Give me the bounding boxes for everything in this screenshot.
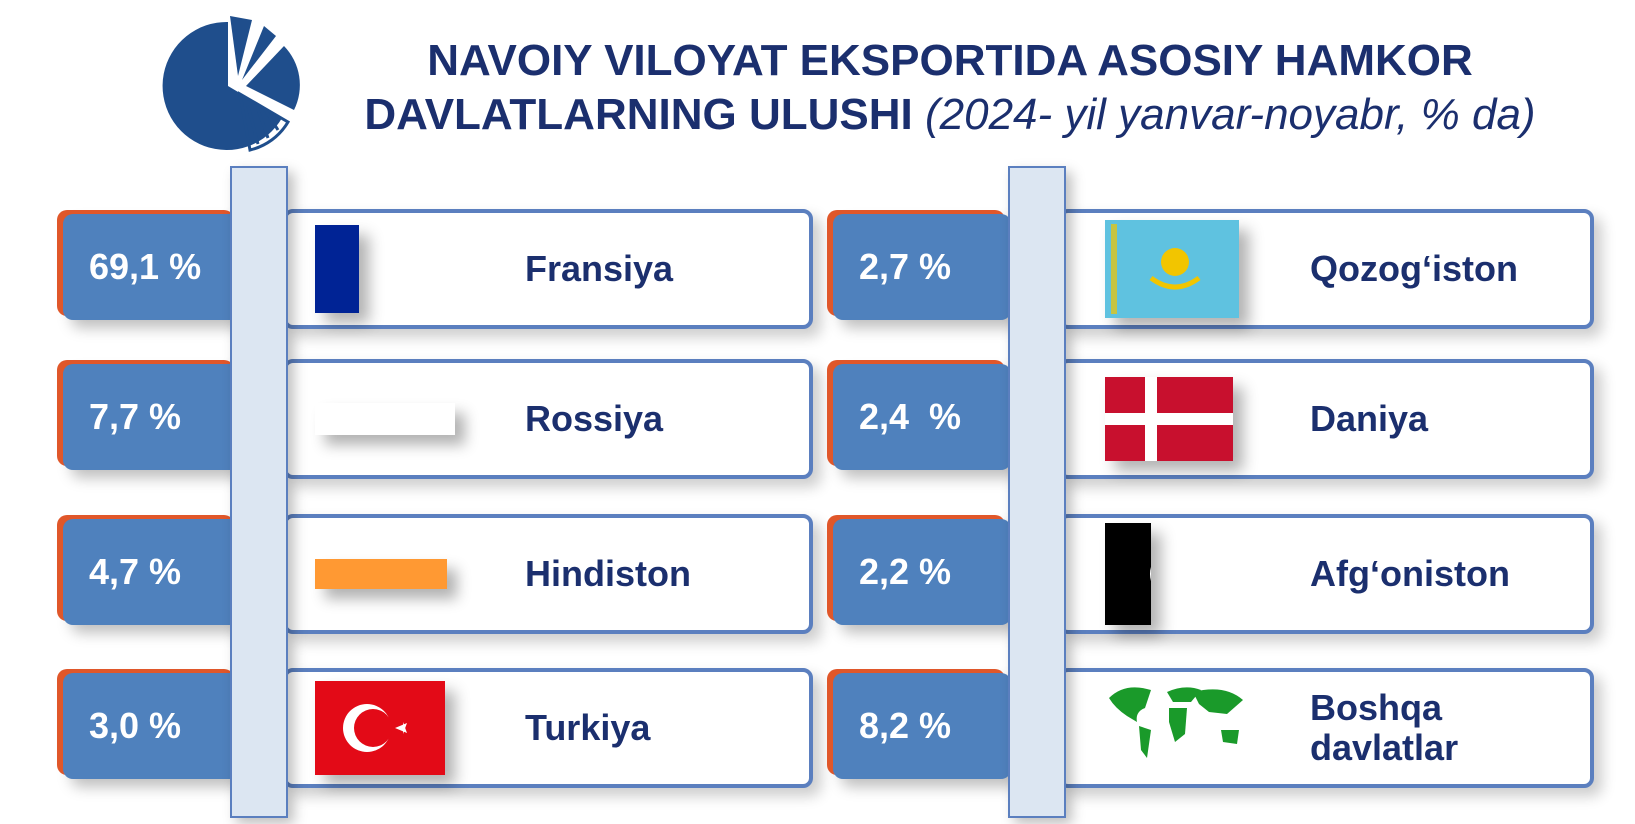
country-name: Hindiston (525, 553, 691, 594)
share-value: 7,7 % (63, 364, 240, 470)
divider-bar (230, 166, 288, 818)
title-text: DAVLATLARNING ULUSHI (364, 90, 913, 139)
flag (1105, 220, 1239, 318)
country-name: Afg‘oniston (1310, 553, 1510, 594)
flag (1105, 377, 1233, 461)
country-name: Turkiya (525, 707, 651, 748)
subtitle: (2024- yil yanvar-noyabr, % da) (924, 90, 1536, 139)
country-name: Fransiya (525, 248, 674, 289)
share-value: 69,1 % (63, 214, 240, 320)
flag (315, 559, 447, 589)
country-name: Rossiya (525, 398, 664, 439)
title: NAVOIY VILOYAT EKSPORTIDA ASOSIY HAMKOR (427, 36, 1473, 85)
flag (1109, 687, 1243, 758)
flag (315, 403, 455, 435)
flag (315, 225, 359, 313)
flag (315, 681, 445, 775)
divider-bar (1008, 166, 1066, 818)
share-value: 2,2 % (833, 519, 1011, 625)
country-box (1058, 668, 1594, 788)
country-box (283, 209, 813, 329)
country-name: Daniya (1310, 398, 1429, 439)
share-value: 2,7 % (833, 214, 1011, 320)
country-name: Qozog‘iston (1310, 248, 1518, 289)
share-value: 4,7 % (63, 519, 240, 625)
title: DAVLATLARNING ULUSHI (2024- yil yanvar-n… (300, 90, 1600, 140)
share-value: 8,2 % (833, 673, 1011, 779)
share-value: 2,4 % (833, 364, 1011, 470)
pie-icon (162, 16, 300, 152)
country-name: Boshqa davlatlar (1310, 687, 1459, 768)
share-value: 3,0 % (63, 673, 240, 779)
flag (1105, 523, 1151, 625)
